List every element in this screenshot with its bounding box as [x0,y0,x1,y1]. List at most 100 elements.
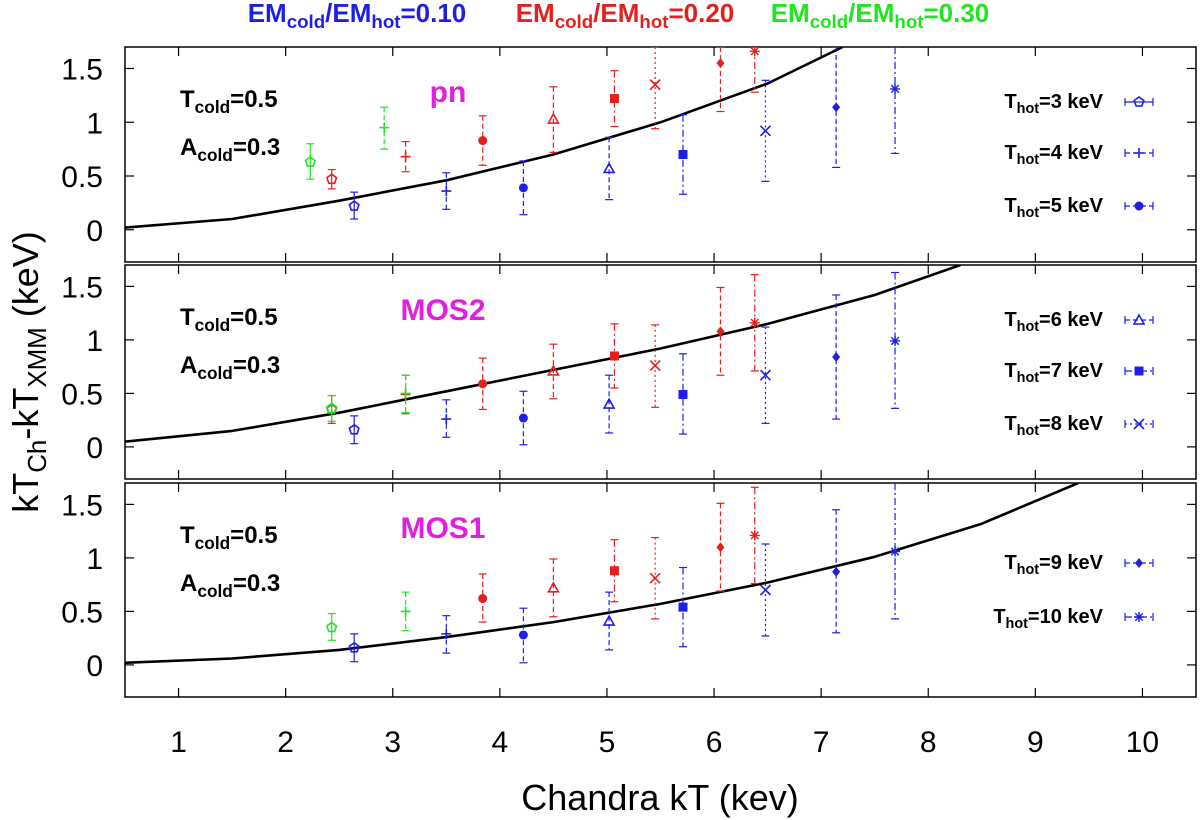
marker-triangle [547,581,560,593]
acold-value: =0.3 [233,352,280,379]
tcold-base: T [180,86,195,113]
x-tick-label: 8 [920,726,937,759]
data-point [547,86,560,153]
marker-pentagon [348,200,360,211]
em-slash: /EM [593,0,639,28]
y-tick-label: 1.5 [61,54,103,87]
x-tick-label: 1 [170,726,187,759]
data-point [832,509,841,634]
legend-sub: hot [1017,152,1040,168]
legend-sub: hot [1017,562,1040,578]
marker-plus [400,151,411,162]
x-tick-label: 6 [706,726,723,759]
legend-sub: hot [1017,205,1040,221]
series-em-0.20 [478,486,760,623]
marker-circle [518,413,528,423]
legend-value: =9 keV [1039,552,1104,574]
data-point [379,106,390,150]
data-point [478,115,488,166]
panel-plot-area [125,47,901,229]
data-point [547,343,560,400]
marker-star [1134,612,1144,622]
data-point [609,70,619,128]
acold-sub: cold [197,363,233,383]
ylabel-kT: kT [5,473,46,513]
legend-value: =8 keV [1039,413,1104,435]
legend-entry: Thot=10 keV [993,606,1154,632]
marker-plus [441,414,452,425]
y-tick-label: 1 [86,543,103,576]
data-point [518,607,528,664]
data-point [749,274,760,372]
data-point [649,536,661,620]
y-tick-label: 0 [86,432,103,465]
data-point [518,160,528,216]
marker-diamond [716,326,725,337]
marker-triangle [547,364,560,376]
marker-plus [400,606,411,617]
em-hot-sub: hot [894,11,923,32]
data-point [609,539,619,603]
legend-base: T [1004,91,1016,113]
x-tick-label: 4 [492,726,509,759]
data-point [478,573,488,623]
acold-value: =0.3 [233,134,280,161]
series-em-0.10 [348,483,901,664]
ylabel-minus-kT: -kT [5,388,46,440]
legend-label: Thot=5 keV [1004,195,1103,221]
panel-plot-area [125,483,1079,665]
panel-plot-area [125,265,961,446]
data-point [602,591,616,651]
marker-diamond [832,352,841,363]
legend-value: =10 keV [1028,606,1104,628]
data-point [749,486,760,585]
marker-cross [759,584,772,596]
marker-square [678,389,688,399]
marker-square [678,602,688,612]
x-tick-label: 3 [384,726,401,759]
data-point [441,399,452,438]
em-ratio-label: EMcold/EMhot=0.10 [248,0,467,32]
x-tick-label: 9 [1027,726,1044,759]
marker-triangle [602,614,616,626]
panel-title: MOS1 [400,512,485,545]
legend-label: Thot=4 keV [1004,142,1103,168]
marker-pentagon [1133,96,1145,107]
y-tick-label: 1 [86,107,103,140]
series-em-0.10 [348,47,901,220]
annotation-tcold: Tcold=0.5 [180,304,278,335]
marker-pentagon [325,621,338,633]
marker-diamond [716,58,725,69]
tcold-base: T [180,522,195,549]
data-point [716,47,725,113]
acold-base: A [180,352,197,379]
legend-entry: Thot=7 keV [1004,360,1154,386]
legend-entry: Thot=3 keV [1004,91,1154,117]
legend-label: Thot=7 keV [1004,360,1103,386]
annotation-acold: Acold=0.3 [180,134,280,165]
marker-circle [478,594,488,604]
marker-square [609,351,619,361]
legend-value: =3 keV [1039,91,1104,113]
legend-value: =5 keV [1039,195,1104,217]
y-tick-label: 0 [86,215,103,248]
x-tick-label: 2 [277,726,294,759]
acold-value: =0.3 [233,570,280,597]
acold-sub: cold [197,581,233,601]
em-base: EM [248,0,287,28]
y-tick-label: 1.5 [61,271,103,304]
marker-square [1134,366,1144,376]
legend-sub: hot [1017,319,1040,335]
legend-entry: Thot=9 keV [1004,552,1154,578]
data-point [478,357,488,411]
legend-base: T [1004,195,1016,217]
series-em-0.10 [348,271,901,446]
marker-diamond [716,542,725,553]
tcold-base: T [180,304,195,331]
acold-base: A [180,570,197,597]
marker-circle [478,379,488,389]
marker-cross [759,125,772,137]
marker-square [609,94,619,104]
